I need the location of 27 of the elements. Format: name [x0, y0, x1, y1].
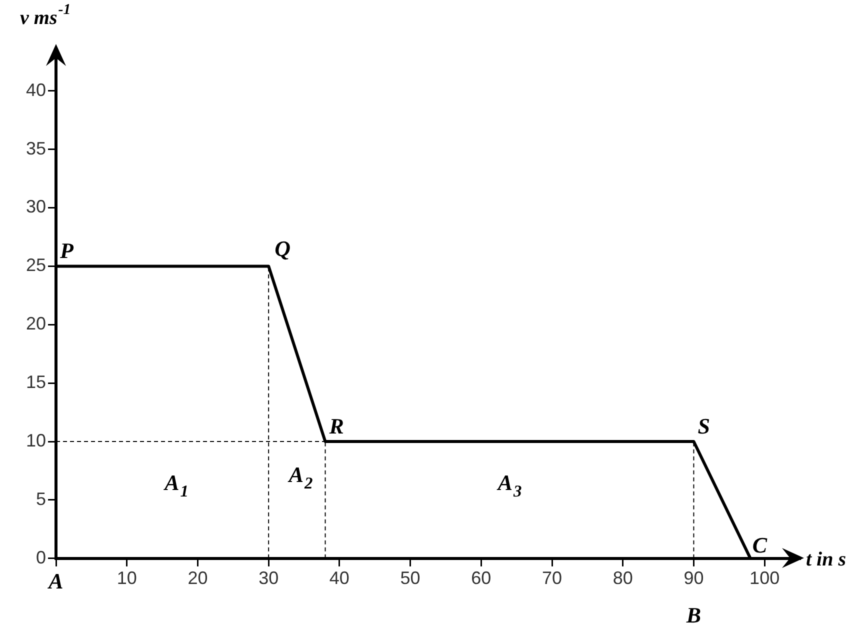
y-tick-label: 10: [26, 430, 46, 450]
y-tick-label: 20: [26, 314, 46, 334]
x-tick-label: 100: [750, 568, 780, 588]
x-tick-label: 90: [684, 568, 704, 588]
y-tick-label: 25: [26, 255, 46, 276]
y-tick-label: 35: [26, 138, 46, 158]
y-tick-label: 40: [26, 80, 46, 100]
annotation: B: [685, 602, 702, 628]
x-tick-label: 60: [471, 568, 492, 588]
annotation: P: [59, 238, 74, 264]
x-tick-label: 40: [329, 568, 350, 588]
x-tick-label: 20: [188, 568, 208, 588]
text: A: [46, 568, 64, 594]
x-tick-label: 70: [542, 568, 562, 588]
y-tick-label: 5: [36, 488, 46, 509]
y-tick-label: 15: [26, 372, 46, 392]
x-tick-label: 30: [258, 568, 279, 588]
x-axis-title: t in s: [806, 548, 846, 570]
y-tick-label: 30: [26, 196, 46, 217]
y-tick-label: 0: [36, 547, 46, 568]
x-tick-label: 80: [612, 568, 633, 588]
annotation: R: [328, 414, 344, 439]
annotation: S: [698, 414, 710, 439]
x-tick-label: 50: [400, 568, 420, 588]
x-tick-label: 10: [116, 568, 137, 588]
annotation: Q: [274, 236, 291, 262]
annotation: C: [752, 532, 768, 558]
